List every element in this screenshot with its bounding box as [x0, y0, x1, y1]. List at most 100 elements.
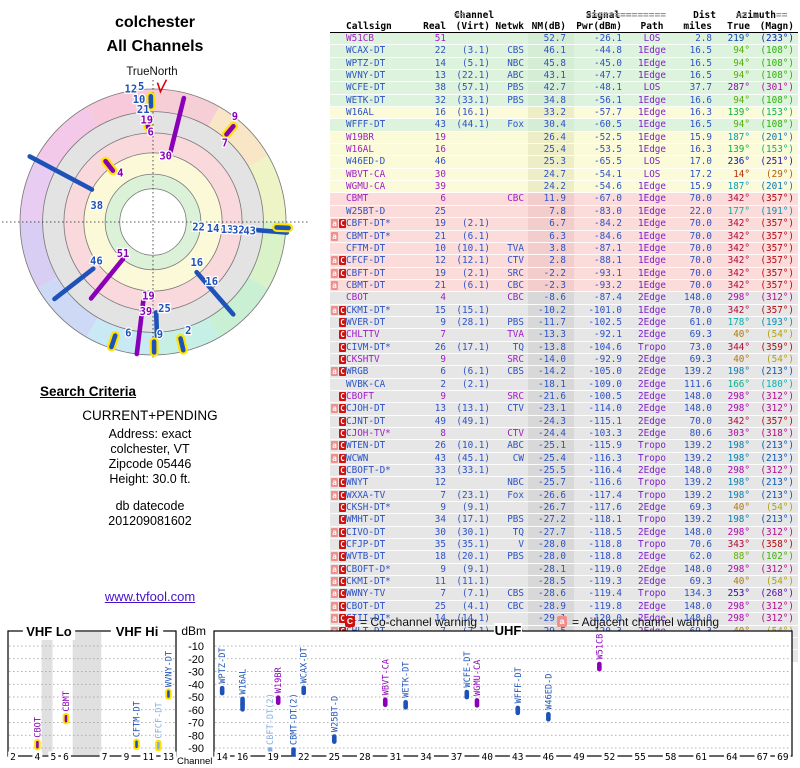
table-row: W19BR 19 26.4 -52.5 1Edge 15.9 187° (201°) [330, 131, 798, 145]
search-criteria-title: Search Criteria [40, 384, 137, 399]
table-row: a CBMT-DT 21 (6.1) CBC -2.3 -93.2 1Edge 70.0 342°… [330, 279, 798, 293]
axis-label: 67 [757, 752, 768, 763]
search-mode: CURRENT+PENDING [82, 408, 218, 423]
station-point-label: WCFE-DT [463, 651, 473, 687]
group-header-signal: ======== Signal ======== [585, 10, 666, 21]
station-marker [274, 225, 291, 231]
axis-label: 11 [143, 752, 155, 763]
db-datecode-label: db datecode [115, 499, 185, 513]
station-point [165, 688, 172, 700]
col-true: True [727, 21, 750, 32]
db-datecode-value: 201209081602 [108, 514, 192, 528]
col-miles: miles [683, 21, 712, 32]
adjacent-channel-icon: a [557, 616, 567, 627]
adjacent-warning-flag: a [331, 527, 338, 537]
axis-label: 40 [481, 752, 493, 763]
table-row: a C CBFT-DT 19 (2.1) SRC -2.2 -93.1 1Edge 70.0 342… [330, 267, 798, 280]
y-tick-label: -20 [188, 654, 204, 666]
channel-label: 46 [90, 256, 103, 268]
table-row: a CBMT-DT* 21 (6.1) 6.3 -84.6 1Edge 70.0 342° (35… [330, 230, 798, 243]
adjacent-warning-flag: a [331, 404, 338, 414]
page-title: colchester [114, 14, 196, 31]
table-body: W51CB 51 52.7 -26.1 LOS 2.8 219° (233°) WCAX-DT 2… [330, 33, 798, 663]
station-point-label: WBVT-CA [381, 658, 391, 695]
axis-label: VHF Lo [26, 624, 72, 639]
co-channel-warning-flag: C [339, 589, 346, 599]
station-point [382, 697, 388, 708]
col-pwr: Pwr(dBm) [576, 21, 622, 32]
axis-label: 46 [543, 752, 555, 763]
co-channel-warning-flag: C [339, 305, 346, 315]
adjacent-warning-flag: a [331, 219, 338, 229]
station-point-label: W19BR [274, 666, 284, 693]
co-channel-warning-flag: C [339, 614, 346, 624]
station-point-label: CBMT-DT(2) [290, 693, 300, 745]
station-point-label: WGMU-CA [473, 659, 483, 696]
channel-label: 51 [117, 248, 130, 260]
y-tick-label: -80 [188, 730, 204, 742]
table-row: a C CIVO-DT 30 (30.1) TQ -27.7 -118.5 2Edge 148.0… [330, 526, 798, 540]
adjacent-warning-flag: a [331, 478, 338, 488]
station-point-label: WVNY-DT [164, 651, 174, 687]
page-subtitle: All Channels [106, 38, 204, 55]
axis-label: 43 [512, 752, 523, 763]
co-channel-warning-flag: C [339, 441, 346, 451]
col-path: Path [640, 21, 664, 32]
table-row: W46ED-D 46 25.3 -65.5 LOS 17.0 236° (251°) [330, 156, 798, 169]
channel-label: 4 [117, 167, 123, 179]
axis-label: 5 [50, 752, 56, 763]
unused-band [72, 632, 102, 755]
axis-label: VHF Hi [116, 624, 159, 639]
adjacent-warning-flag: a [331, 601, 338, 611]
co-channel-warning-flag: C [339, 552, 346, 562]
col-real: Real [423, 21, 446, 32]
co-channel-warning-flag: C [339, 466, 346, 476]
axis-label: 4 [35, 752, 41, 763]
station-marker [194, 269, 236, 317]
table-row: C WMHT-DT 34 (17.1) PBS -27.2 -118.1 Tropo 139.2… [330, 514, 798, 527]
station-point [331, 734, 337, 744]
table-row: C CBOFT-D* 33 (33.1) -25.5 -116.4 2Edge 148.0 29… [330, 465, 798, 478]
axis-label: 13 [163, 752, 174, 763]
table-row: a C WTEN-DT 26 (10.1) ABC -25.1 -115.9 Tropo 139.… [330, 440, 798, 453]
table-row: a C CBOT-DT 25 (4.1) CBC -28.9 -119.8 2Edge 148.0… [330, 600, 798, 614]
search-height-line: Height: 30.0 ft. [109, 472, 191, 486]
channel-label: 25 [158, 303, 171, 315]
y-axis-title: dBm [181, 624, 206, 638]
axis-label: 2 [10, 752, 16, 763]
channel-label: 13 [221, 224, 234, 236]
channel-label: 22 [192, 222, 205, 234]
table-row: WPTZ-DT 14 (5.1) NBC 45.8 -45.0 1Edge 16.5 94° (1… [330, 57, 798, 71]
table-row: W16AL 16 (16.1) 33.2 -57.7 1Edge 16.3 139° (153°… [330, 107, 798, 120]
axis-label: 69 [777, 752, 789, 763]
tvfool-link[interactable]: www.tvfool.com [104, 589, 196, 604]
unused-band [41, 632, 53, 755]
table-row: C CBOFT 9 SRC -21.6 -100.5 2Edge 148.0 298° (312°… [330, 390, 798, 404]
col-virt: (Virt) [455, 21, 490, 32]
co-channel-warning-flag: C [339, 503, 346, 513]
station-point-label: CBMT [62, 691, 72, 712]
channel-label: 19 [142, 290, 155, 302]
channel-label: 32 [232, 225, 245, 237]
station-marker [103, 158, 116, 173]
channel-label: 16 [205, 276, 218, 288]
table-row: C CJNT-DT 49 (49.1) -24.3 -115.1 2Edge 70.0 342°… [330, 415, 798, 428]
y-tick-label: -50 [188, 692, 204, 704]
co-channel-warning-flag: C [339, 527, 346, 537]
y-tick-label: -30 [188, 667, 204, 679]
co-channel-icon: C [345, 616, 355, 627]
table-row: CFTM-DT 10 (10.1) TVA 3.8 -87.1 1Edge 70.0 342°(… [330, 242, 798, 256]
axis-label: 52 [604, 752, 615, 763]
table-row: W16AL 16 25.4 -53.5 1Edge 16.3 139° (153°) [330, 144, 798, 157]
axis-label: 31 [390, 752, 402, 763]
co-channel-warning-flag: C [339, 577, 346, 587]
station-point [291, 747, 296, 757]
channel-label: 16 [190, 257, 203, 269]
co-channel-warning-flag: C [339, 391, 346, 401]
adjacent-warning-flag: a [331, 231, 338, 241]
station-point [275, 695, 281, 705]
site-link: www.tvfool.com [40, 589, 260, 604]
station-point-label: W16AL [239, 669, 249, 695]
table-row: C CJOH-TV* 8 CTV -24.4 -103.3 2Edge 80.6 303° (31… [330, 428, 798, 441]
